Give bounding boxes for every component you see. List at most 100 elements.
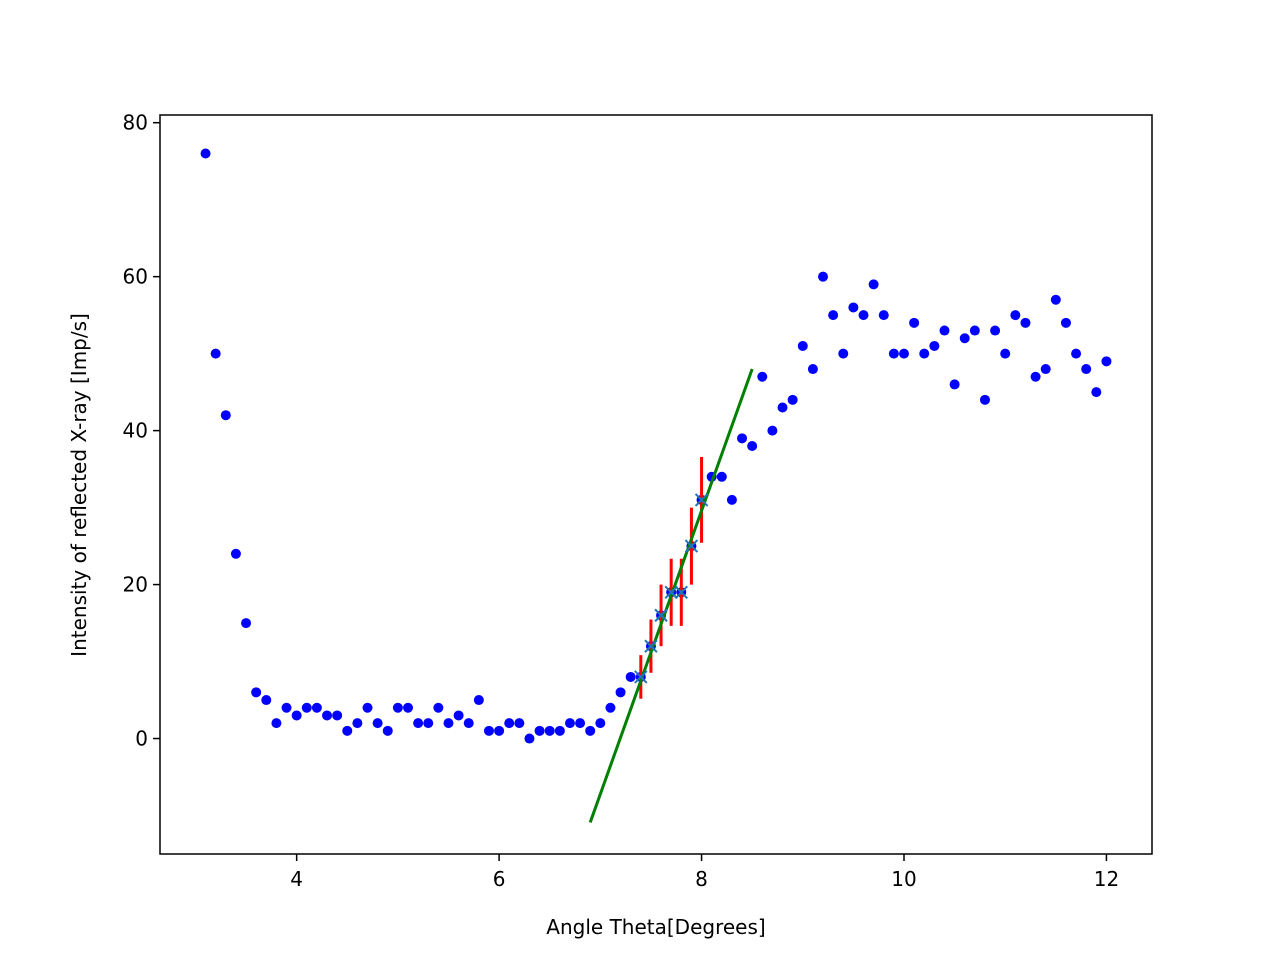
data-point bbox=[595, 718, 606, 729]
data-point bbox=[443, 718, 454, 729]
data-point bbox=[544, 725, 555, 736]
data-point bbox=[220, 410, 231, 421]
data-point bbox=[483, 725, 494, 736]
data-point bbox=[463, 718, 474, 729]
data-point bbox=[251, 687, 262, 698]
data-point bbox=[949, 379, 960, 390]
data-point bbox=[929, 340, 940, 351]
data-point bbox=[524, 733, 535, 744]
data-point bbox=[878, 310, 889, 321]
y-tick-label: 40 bbox=[123, 419, 148, 443]
data-point bbox=[494, 725, 505, 736]
data-point bbox=[210, 348, 221, 359]
fit-point-marker bbox=[634, 670, 648, 684]
axis-ticks: 4 6 8 10 12 0 20 40 60 80 bbox=[123, 111, 1120, 891]
data-point bbox=[271, 718, 282, 729]
data-point bbox=[1040, 364, 1051, 375]
fit-point-marker bbox=[674, 585, 689, 599]
data-point bbox=[352, 718, 363, 729]
data-point bbox=[301, 702, 312, 713]
data-point bbox=[757, 371, 768, 382]
x-tick-label: 12 bbox=[1094, 867, 1119, 891]
data-point bbox=[777, 402, 788, 413]
plot-frame bbox=[159, 114, 1153, 855]
data-point bbox=[1020, 317, 1031, 328]
data-point bbox=[747, 441, 758, 452]
data-point bbox=[1081, 364, 1092, 375]
fit-point-marker bbox=[654, 608, 668, 623]
data-point bbox=[787, 394, 798, 405]
data-point bbox=[726, 494, 737, 505]
data-point bbox=[311, 702, 322, 713]
data-point bbox=[899, 348, 909, 359]
y-tick-label: 80 bbox=[123, 111, 148, 135]
data-point bbox=[1010, 310, 1021, 321]
plot-marks bbox=[200, 148, 1112, 823]
data-point bbox=[575, 718, 586, 729]
data-point bbox=[1050, 294, 1061, 305]
y-tick-label: 20 bbox=[123, 573, 148, 597]
data-point bbox=[261, 695, 272, 706]
data-point bbox=[848, 302, 859, 313]
y-tick-label: 60 bbox=[123, 265, 148, 289]
data-point bbox=[322, 710, 333, 721]
data-point bbox=[504, 718, 515, 729]
data-point bbox=[230, 548, 241, 559]
fit-point-marker bbox=[684, 539, 699, 553]
data-point bbox=[1060, 317, 1071, 328]
data-point bbox=[413, 718, 424, 729]
data-point bbox=[767, 425, 778, 436]
data-point bbox=[453, 710, 464, 721]
data-point bbox=[291, 710, 302, 721]
data-point bbox=[716, 471, 727, 482]
data-point bbox=[615, 687, 626, 698]
data-point bbox=[797, 340, 808, 351]
data-point bbox=[888, 348, 899, 359]
x-tick-label: 4 bbox=[290, 867, 303, 891]
data-point bbox=[969, 325, 980, 336]
data-point bbox=[959, 333, 970, 344]
data-point bbox=[1000, 348, 1011, 359]
data-point bbox=[241, 618, 252, 629]
data-point bbox=[828, 310, 839, 321]
data-point bbox=[818, 271, 829, 282]
data-point bbox=[362, 702, 373, 713]
data-point bbox=[473, 695, 484, 706]
data-point bbox=[605, 702, 616, 713]
data-point bbox=[990, 325, 1001, 336]
x-axis-label: Angle Theta[Degrees] bbox=[546, 915, 765, 939]
data-point bbox=[838, 348, 849, 359]
data-point bbox=[281, 702, 292, 713]
data-point bbox=[585, 725, 596, 736]
data-point bbox=[403, 702, 413, 713]
data-point bbox=[392, 702, 403, 713]
data-point bbox=[807, 364, 818, 375]
x-tick-label: 8 bbox=[695, 867, 708, 891]
data-point bbox=[433, 702, 444, 713]
data-point bbox=[554, 725, 565, 736]
x-tick-label: 6 bbox=[493, 867, 506, 891]
data-point bbox=[868, 279, 879, 290]
data-point bbox=[737, 433, 748, 444]
data-point bbox=[423, 718, 434, 729]
data-point bbox=[1091, 387, 1102, 398]
data-point bbox=[919, 348, 930, 359]
data-point bbox=[514, 718, 525, 729]
data-point bbox=[1101, 356, 1112, 367]
data-point bbox=[332, 710, 343, 721]
fit-point-marker bbox=[694, 493, 709, 507]
fit-line bbox=[588, 368, 754, 823]
y-tick-label: 0 bbox=[135, 727, 148, 751]
data-point bbox=[625, 671, 636, 682]
data-point bbox=[342, 725, 353, 736]
data-point bbox=[1030, 371, 1041, 382]
fit-point-marker bbox=[664, 585, 678, 599]
y-axis-label: Intensity of reflected X-ray [Imp/s] bbox=[67, 313, 91, 657]
data-point bbox=[1071, 348, 1082, 359]
data-point bbox=[372, 718, 383, 729]
data-point bbox=[564, 718, 575, 729]
data-point bbox=[858, 310, 869, 321]
x-tick-label: 10 bbox=[891, 867, 916, 891]
